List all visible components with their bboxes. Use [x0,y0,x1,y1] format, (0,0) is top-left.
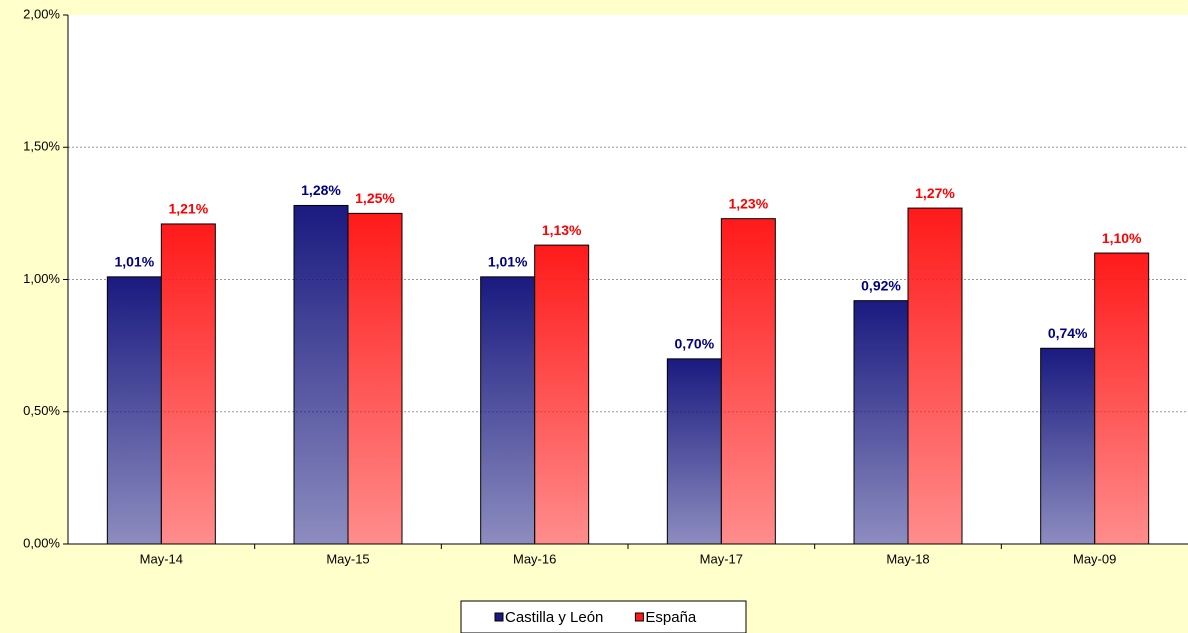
bar [106,276,162,545]
value-label: 1,23% [728,195,768,211]
bar [534,244,590,545]
y-tick-label: 0,00% [23,535,60,550]
y-tick-label: 2,00% [23,6,60,21]
bar [907,207,963,545]
value-label: 1,21% [168,201,208,217]
y-tick-label: 0,50% [23,403,60,418]
x-tick-label: May-09 [1073,551,1116,566]
value-label: 1,01% [488,254,528,270]
legend-label: Castilla y León [505,609,603,626]
bar [293,204,349,545]
legend-swatch [494,612,504,622]
legend-label: España [645,609,697,626]
x-tick-label: May-18 [886,551,929,566]
value-label: 1,13% [542,222,582,238]
x-tick-label: May-15 [326,551,369,566]
value-label: 0,70% [674,336,714,352]
legend-swatch [634,612,644,622]
bar [347,212,403,545]
bar [1040,347,1096,545]
bar [480,276,536,545]
value-label: 1,28% [301,182,341,198]
value-label: 0,92% [861,277,901,293]
legend-box [460,600,747,633]
bar [853,300,909,545]
y-tick-label: 1,50% [23,139,60,154]
value-label: 1,25% [355,190,395,206]
x-tick-label: May-16 [513,551,556,566]
bar [720,218,776,545]
value-label: 1,10% [1102,230,1142,246]
bar [1094,252,1150,545]
bar [160,223,216,545]
value-label: 1,01% [114,254,154,270]
x-tick-label: May-17 [700,551,743,566]
value-label: 0,74% [1048,325,1088,341]
y-tick-label: 1,00% [23,271,60,286]
legend: Castilla y León España [460,600,747,633]
value-label: 1,27% [915,185,955,201]
x-tick-label: May-14 [140,551,183,566]
bar [666,358,722,545]
